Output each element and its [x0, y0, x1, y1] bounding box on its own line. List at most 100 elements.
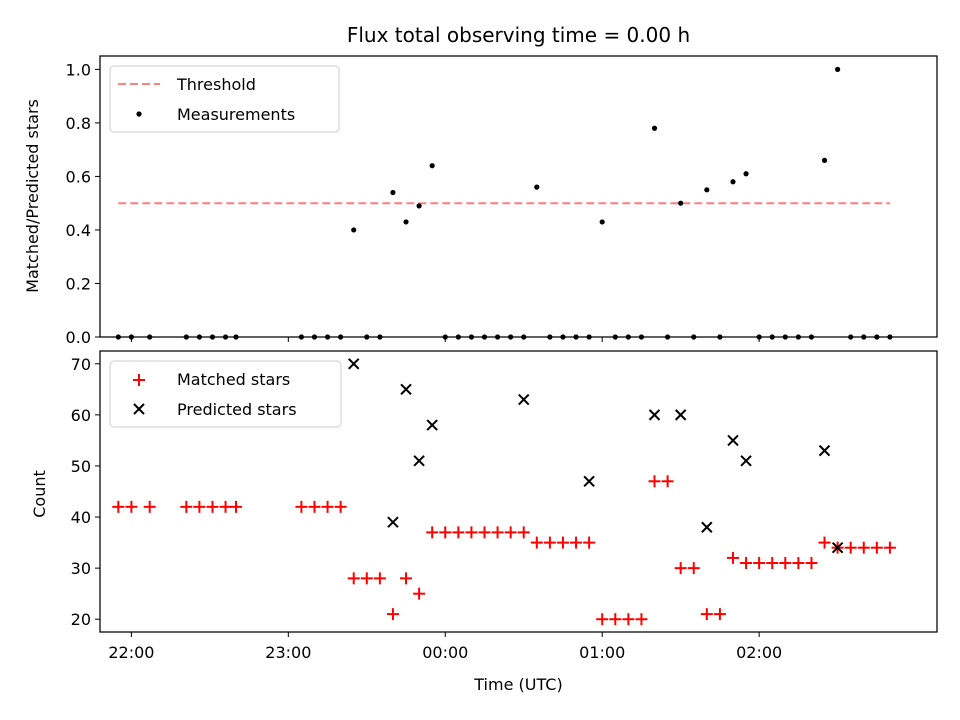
top-legend: Threshold Measurements: [109, 65, 340, 133]
matched-star-point: [766, 557, 779, 570]
matched-star-point: [530, 536, 543, 549]
matched-star-point: [648, 475, 661, 488]
matched-star-point: [308, 500, 321, 513]
predicted-star-point: [648, 409, 661, 421]
matched-star-point: [517, 526, 530, 539]
predicted-star-point: [413, 455, 425, 467]
matched-star-point: [373, 572, 386, 585]
predicted-star-point: [831, 541, 844, 554]
measurement-point: [403, 219, 409, 225]
matched-star-point: [478, 526, 491, 539]
measurement-point: [835, 66, 841, 72]
matched-star-point: [426, 526, 439, 539]
matched-star-point: [570, 536, 583, 549]
predicted-star-point: [400, 383, 412, 396]
bottom-y-tick-label: 40: [71, 508, 91, 527]
top-legend-box: [109, 65, 340, 133]
matched-star-point: [870, 541, 883, 554]
matched-star-point: [740, 557, 753, 570]
bottom-x-tick-label: 01:00: [579, 643, 625, 662]
predicted-star-point: [727, 434, 739, 447]
matched-star-point: [556, 536, 569, 549]
matched-star-point: [504, 526, 517, 539]
predicted-star-point: [583, 475, 595, 487]
predicted-star-point: [387, 516, 399, 528]
measurement-point: [730, 179, 736, 185]
top-panel: Matched/Predicted stars 0.0 0.2 0.4 0.6 0.8 1…: [23, 55, 938, 347]
matched-star-point: [465, 526, 478, 539]
legend-predicted-label: Predicted stars: [177, 400, 297, 419]
top-chart-title: Flux total observing time = 0.00 h: [347, 23, 690, 47]
measurement-point: [534, 184, 540, 190]
matched-star-point: [143, 500, 156, 513]
bottom-y-ticks: 20 30 40 50 60 70: [71, 355, 100, 629]
matched-star-point: [687, 562, 700, 575]
matched-star-point: [583, 536, 596, 549]
legend-matched-label: Matched stars: [177, 370, 290, 389]
matched-star-point: [596, 613, 609, 626]
legend-matched-swatch: [133, 374, 145, 386]
measurement-point: [351, 227, 357, 233]
matched-star-point: [753, 557, 766, 570]
matched-star-point: [193, 500, 206, 513]
measurement-point: [390, 189, 396, 196]
bottom-x-ticks: 22:00 23:00 00:00 01:00 02:00: [108, 632, 782, 662]
bottom-y-tick-label: 20: [71, 610, 91, 629]
bottom-y-axis-label: Count: [30, 470, 49, 518]
matched-star-point: [543, 536, 556, 549]
predicted-star-point: [426, 419, 438, 431]
top-y-tick-label: 0.6: [66, 167, 91, 186]
bottom-x-tick-label: 02:00: [736, 643, 782, 662]
top-y-tick-label: 0.8: [66, 114, 91, 133]
measurement-point: [651, 125, 658, 131]
matched-star-point: [883, 541, 896, 554]
legend-measurements-swatch: [136, 111, 142, 117]
matched-star-point: [622, 613, 635, 626]
matched-star-point: [844, 541, 857, 554]
matched-star-point: [112, 500, 125, 513]
matched-star-point: [321, 500, 334, 513]
bottom-x-tick-label: 00:00: [422, 643, 468, 662]
measurement-point: [704, 187, 710, 193]
matched-star-point: [334, 500, 347, 513]
matched-star-point: [713, 608, 726, 621]
predicted-star-point: [818, 444, 831, 457]
top-y-tick-label: 0.2: [66, 274, 91, 293]
legend-measurements-label: Measurements: [177, 105, 295, 124]
bottom-y-tick-label: 50: [71, 457, 91, 476]
top-y-axis-label: Matched/Predicted stars: [23, 99, 42, 293]
bottom-y-tick-label: 60: [71, 406, 91, 425]
matched-star-point: [609, 613, 622, 626]
measurement-point: [429, 163, 435, 169]
top-y-tick-label: 0.4: [66, 221, 91, 240]
matched-star-point: [206, 500, 219, 513]
matched-stars-series: [112, 475, 896, 626]
matched-star-point: [661, 475, 674, 488]
matched-star-point: [295, 500, 308, 513]
predicted-stars-series: [348, 358, 844, 554]
measurement-point: [678, 200, 684, 206]
matched-star-point: [219, 500, 232, 513]
bottom-y-tick-label: 30: [71, 559, 91, 578]
top-y-ticks: 0.0 0.2 0.4 0.6 0.8 1.0: [66, 60, 100, 347]
predicted-star-point: [518, 393, 530, 406]
top-y-tick-label: 1.0: [66, 60, 91, 79]
bottom-legend: Matched stars Predicted stars: [109, 360, 342, 428]
matched-star-point: [792, 557, 805, 570]
matched-star-point: [818, 536, 831, 549]
matched-star-point: [439, 526, 452, 539]
legend-predicted-swatch: [133, 403, 145, 415]
top-axes-frame: [99, 55, 938, 338]
measurement-point: [821, 157, 828, 163]
top-y-tick-label: 0.0: [66, 328, 91, 347]
predicted-star-point: [740, 455, 752, 467]
matched-star-point: [805, 557, 818, 570]
bottom-x-axis-label: Time (UTC): [473, 675, 562, 694]
bottom-panel: Count Time (UTC) 20 30 40 50 60 70 22:00 23:00…: [30, 350, 938, 694]
matched-star-point: [857, 541, 870, 554]
bottom-x-tick-label: 22:00: [108, 643, 154, 662]
matched-star-point: [779, 557, 792, 570]
matched-star-point: [347, 572, 360, 585]
predicted-star-point: [701, 521, 713, 533]
